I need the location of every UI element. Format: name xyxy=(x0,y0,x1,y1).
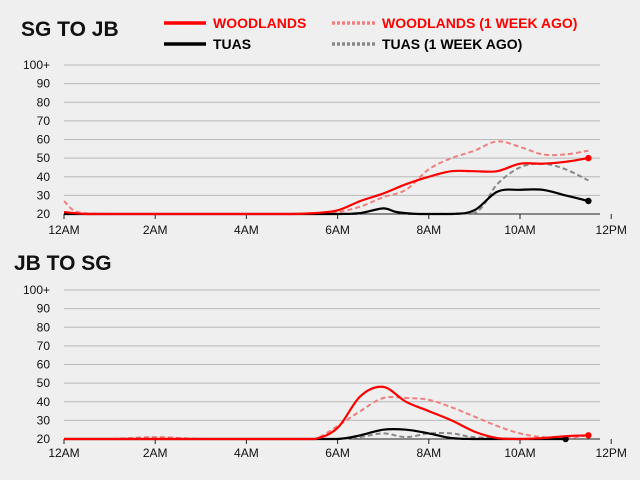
series-endpoint-woodlands xyxy=(585,432,592,439)
x-tick-label: 2AM xyxy=(143,446,168,460)
x-tick-label: 8AM xyxy=(416,223,441,237)
y-tick-label: 20 xyxy=(37,432,51,446)
y-tick-label: 80 xyxy=(37,95,51,109)
legend-item-woodlands: WOODLANDS xyxy=(164,15,306,31)
y-tick-label: 90 xyxy=(37,302,51,316)
x-tick-label: 8AM xyxy=(416,446,441,460)
legend-label-tuas: TUAS xyxy=(213,36,251,52)
series-endpoint-tuas xyxy=(585,197,592,205)
legend-label-woodlands: WOODLANDS xyxy=(213,15,306,31)
legend-label-tuas-1-week-ago: TUAS (1 WEEK AGO) xyxy=(382,36,522,52)
y-tick-label: 100+ xyxy=(23,58,50,72)
series-line-woodlands xyxy=(63,157,589,216)
x-tick-label: 10AM xyxy=(504,446,535,460)
y-tick-label: 40 xyxy=(37,170,51,184)
legend-label-woodlands-1-week-ago: WOODLANDS (1 WEEK AGO) xyxy=(382,15,577,31)
y-tick-label: 60 xyxy=(37,358,51,372)
x-tick-label: 12PM xyxy=(596,223,627,237)
legend-item-woodlands-1-week-ago: WOODLANDS (1 WEEK AGO) xyxy=(332,15,577,31)
y-tick-label: 60 xyxy=(37,133,51,147)
x-tick-label: 6AM xyxy=(325,446,350,460)
x-tick-label: 2AM xyxy=(143,223,168,237)
legend: WOODLANDS WOODLANDS (1 WEEK AGO) TUAS TU… xyxy=(164,15,577,52)
y-tick-label: 50 xyxy=(37,376,51,390)
y-tick-label: 20 xyxy=(37,207,51,221)
series-line-woodlands-1-week-ago xyxy=(64,395,589,440)
y-tick-label: 50 xyxy=(37,151,51,165)
series-line-woodlands xyxy=(64,385,589,441)
chart-title-jb-to-sg: JB TO SG xyxy=(14,252,112,275)
series-line-woodlands-1-week-ago xyxy=(63,140,589,215)
x-tick-label: 4AM xyxy=(234,446,259,460)
y-tick-label: 90 xyxy=(37,77,51,91)
x-tick-label: 12AM xyxy=(48,446,79,460)
chart-sg-to-jb: 100+ 90 80 70 60 50 40 30 20 12AM 2AM 4AM 6AM 8AM 10AM… xyxy=(23,58,627,237)
y-tick-label: 40 xyxy=(37,395,51,409)
x-tick-label: 12AM xyxy=(48,223,79,237)
x-tick-label: 12PM xyxy=(596,446,627,460)
y-tick-label: 70 xyxy=(37,114,51,128)
series-endpoint-woodlands xyxy=(585,154,592,162)
y-tick-label: 70 xyxy=(37,339,51,353)
x-tick-label: 10AM xyxy=(504,223,535,237)
y-tick-label: 30 xyxy=(37,413,51,427)
legend-item-tuas-1-week-ago: TUAS (1 WEEK AGO) xyxy=(332,36,522,52)
legend-item-tuas: TUAS xyxy=(164,36,251,52)
x-tick-label: 4AM xyxy=(234,223,259,237)
chart-title-sg-to-jb: SG TO JB xyxy=(21,18,119,41)
y-tick-label: 100+ xyxy=(23,283,50,297)
y-tick-label: 30 xyxy=(37,188,51,202)
x-tick-label: 6AM xyxy=(325,223,350,237)
y-tick-label: 80 xyxy=(37,320,51,334)
series-line-tuas xyxy=(64,188,589,216)
